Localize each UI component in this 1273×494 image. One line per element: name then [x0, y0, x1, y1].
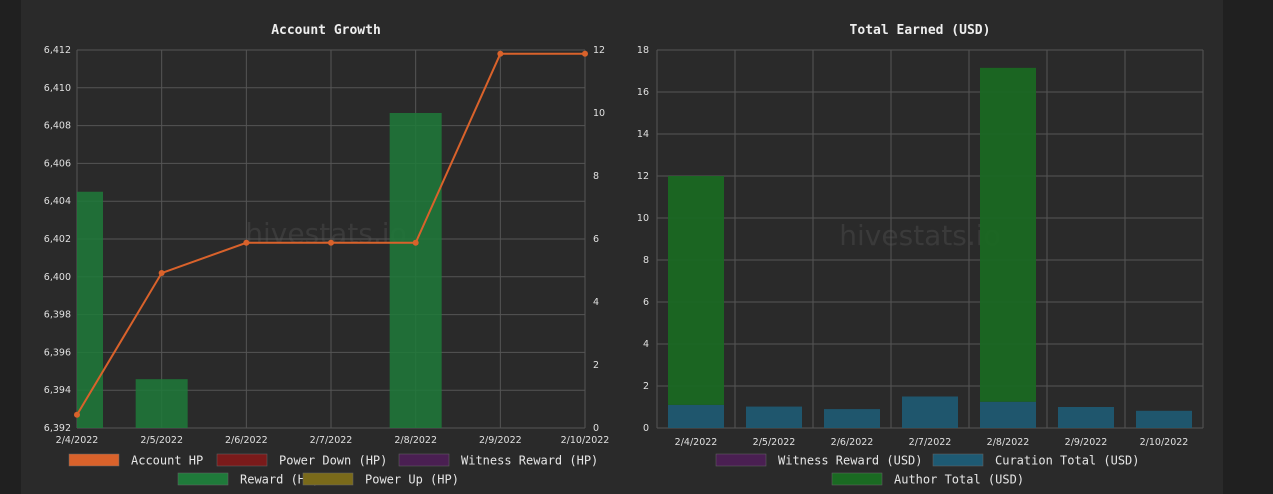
y-right-tick-label: 12 [593, 45, 605, 56]
x-tick-label: 2/5/2022 [753, 437, 796, 448]
x-tick-label: 2/10/2022 [561, 435, 610, 446]
x-tick-label: 2/8/2022 [394, 435, 437, 446]
x-tick-label: 2/6/2022 [225, 435, 268, 446]
legend-swatch [177, 472, 229, 486]
y-tick-label: 8 [643, 255, 649, 266]
y-right-tick-label: 0 [593, 423, 599, 434]
account-hp-point [497, 50, 504, 57]
x-tick-label: 2/8/2022 [987, 437, 1030, 448]
curation-total-bar [668, 404, 724, 428]
account-hp-point [74, 411, 80, 418]
charts-canvas: Account Growth hivestats.io 6,392 6,394 6,… [44, 23, 1204, 487]
y-tick-label: 4 [643, 339, 649, 350]
legend-label: Power Down (HP) [279, 454, 387, 468]
y-tick-label: 18 [637, 45, 649, 56]
y-tick-label: 16 [637, 87, 649, 98]
y-left-tick-label: 6,398 [44, 310, 71, 321]
legend-label: Reward (HP) [240, 473, 319, 487]
account-growth-chart: Account Growth hivestats.io 6,392 6,394 6,… [44, 23, 610, 487]
y-tick-label: 10 [637, 213, 649, 224]
x-tick-label: 2/4/2022 [56, 435, 99, 446]
y-right-tick-label: 4 [593, 297, 599, 308]
legend-label: Account HP [131, 454, 203, 468]
reward-hp-bar [77, 191, 103, 428]
y-left-tick-label: 6,412 [44, 45, 71, 56]
y-right-tick-label: 2 [593, 360, 599, 371]
legend-label: Curation Total (USD) [995, 454, 1140, 468]
curation-total-bar [824, 409, 880, 428]
y-right-tick-label: 10 [593, 108, 605, 119]
curation-total-bar [1136, 410, 1192, 428]
y-tick-label: 6 [643, 297, 649, 308]
watermark-right: hivestats.io [839, 219, 1000, 252]
y-left-tick-label: 6,410 [44, 83, 71, 94]
account-hp-point [158, 270, 165, 277]
curation-total-bar [1058, 407, 1114, 428]
account-hp-point [582, 50, 588, 57]
account-hp-point [412, 239, 419, 246]
legend-swatch [68, 453, 120, 467]
y-left-tick-label: 6,408 [44, 121, 71, 132]
author-total-bar [980, 67, 1036, 402]
y-left-tick-label: 6,400 [44, 272, 71, 283]
y-tick-label: 14 [637, 129, 649, 140]
y-left-tick-label: 6,396 [44, 347, 71, 358]
x-tick-label: 2/7/2022 [909, 437, 952, 448]
legend-swatch [216, 453, 268, 467]
account-growth-title: Account Growth [271, 23, 381, 38]
legend-swatch [302, 472, 354, 486]
reward-hp-bar [135, 379, 188, 428]
y-tick-label: 2 [643, 381, 649, 392]
stats-panel: Account Growth hivestats.io 6,392 6,394 6,… [21, 0, 1223, 494]
legend-swatch [831, 472, 883, 486]
reward-hp-bar [389, 113, 442, 428]
total-earned-chart: Total Earned (USD) hivestats.io 0 2 4 6 8 10 1… [637, 23, 1204, 487]
legend-label: Witness Reward (HP) [461, 454, 598, 468]
y-tick-label: 0 [643, 423, 649, 434]
curation-total-bar [902, 396, 958, 428]
x-tick-label: 2/4/2022 [675, 437, 718, 448]
x-tick-label: 2/7/2022 [310, 435, 353, 446]
legend-swatch [932, 453, 984, 467]
y-left-tick-label: 6,394 [44, 385, 71, 396]
y-left-tick-label: 6,404 [44, 196, 71, 207]
legend-swatch [398, 453, 450, 467]
legend-label: Power Up (HP) [365, 473, 459, 487]
x-tick-label: 2/10/2022 [1140, 437, 1189, 448]
y-right-tick-label: 8 [593, 171, 599, 182]
total-earned-title: Total Earned (USD) [850, 23, 991, 38]
legend-swatch [715, 453, 767, 467]
account-hp-point [243, 239, 250, 246]
x-tick-label: 2/6/2022 [831, 437, 874, 448]
x-tick-label: 2/5/2022 [140, 435, 183, 446]
curation-total-bar [746, 406, 802, 428]
author-total-bar [668, 176, 724, 405]
legend-label: Witness Reward (USD) [778, 454, 923, 468]
y-left-tick-label: 6,406 [44, 158, 71, 169]
y-left-tick-label: 6,392 [44, 423, 71, 434]
curation-total-bar [980, 401, 1036, 428]
legend-label: Author Total (USD) [894, 473, 1024, 487]
x-tick-label: 2/9/2022 [1065, 437, 1108, 448]
watermark-left: hivestats.io [245, 217, 406, 250]
x-tick-label: 2/9/2022 [479, 435, 522, 446]
y-left-tick-label: 6,402 [44, 234, 71, 245]
account-hp-point [328, 239, 334, 246]
y-right-tick-label: 6 [593, 234, 599, 245]
y-tick-label: 12 [637, 171, 649, 182]
